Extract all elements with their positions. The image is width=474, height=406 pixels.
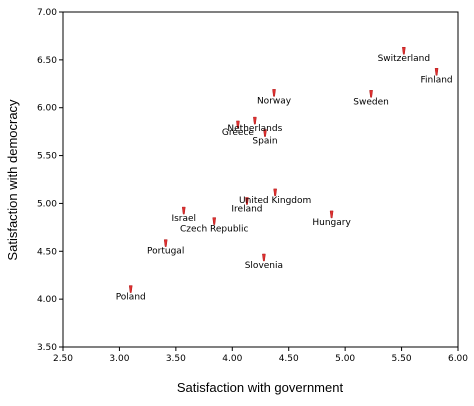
y-tick-label: 5.00	[37, 199, 57, 209]
data-point	[262, 253, 266, 262]
y-tick-label: 7.00	[37, 8, 57, 18]
data-label: Slovenia	[245, 261, 283, 271]
data-point	[263, 129, 267, 137]
x-tick-label: 3.50	[166, 354, 186, 364]
data-label: Switzerland	[378, 54, 431, 64]
data-label: Portugal	[147, 247, 184, 257]
data-point	[128, 285, 133, 293]
data-label: Israel	[171, 214, 196, 224]
plot-border	[62, 11, 459, 348]
data-label: Norway	[257, 96, 292, 106]
data-label: Netherlands	[227, 124, 282, 134]
data-point	[369, 90, 373, 98]
data-label: Greece	[222, 128, 254, 138]
x-tick-label: 6.00	[448, 354, 468, 364]
data-point	[236, 120, 240, 129]
data-point	[181, 206, 186, 215]
plot-area	[62, 11, 459, 348]
data-points	[128, 46, 439, 293]
data-point	[212, 217, 217, 225]
data-label: Czech Republic	[180, 225, 249, 235]
data-label: Finland	[420, 75, 452, 85]
data-label: United Kingdom	[239, 196, 311, 206]
x-tick-label: 5.00	[335, 354, 355, 364]
data-point	[402, 46, 406, 55]
x-tick-label: 3.00	[109, 354, 129, 364]
y-tick-label: 3.50	[37, 343, 57, 353]
y-tick-label: 4.50	[37, 247, 57, 257]
data-point	[434, 68, 439, 76]
data-label: Poland	[116, 293, 146, 303]
data-label: Sweden	[353, 97, 389, 107]
x-tick-label: 4.00	[222, 354, 242, 364]
y-tick-label: 4.00	[37, 295, 57, 305]
y-tick-label: 6.50	[37, 56, 57, 66]
data-point	[272, 89, 276, 97]
data-label: Hungary	[312, 218, 351, 228]
x-tick-label: 5.50	[392, 354, 412, 364]
x-axis-title: Satisfaction with government	[177, 380, 344, 395]
y-tick-label: 5.50	[37, 152, 57, 162]
data-point	[163, 239, 168, 247]
data-point	[253, 116, 257, 125]
y-axis-title: Satisfaction with democracy	[5, 99, 20, 261]
data-label: Spain	[252, 137, 277, 147]
data-label: Ireland	[231, 205, 262, 215]
x-axis-ticks: 2.50 3.00 3.50 4.00 4.50 5.00 5.50 6.00	[53, 347, 468, 364]
x-tick-label: 2.50	[53, 354, 73, 364]
y-axis-ticks: 3.50 4.00 4.50 5.00 5.50 6.00 6.50 7.00	[37, 8, 63, 353]
x-tick-label: 4.50	[279, 354, 299, 364]
data-labels: Switzerland Finland Sweden Norway Netherland…	[116, 54, 453, 302]
data-point	[273, 188, 277, 197]
data-point	[329, 210, 334, 219]
data-point	[245, 197, 249, 205]
y-tick-label: 6.00	[37, 104, 57, 114]
